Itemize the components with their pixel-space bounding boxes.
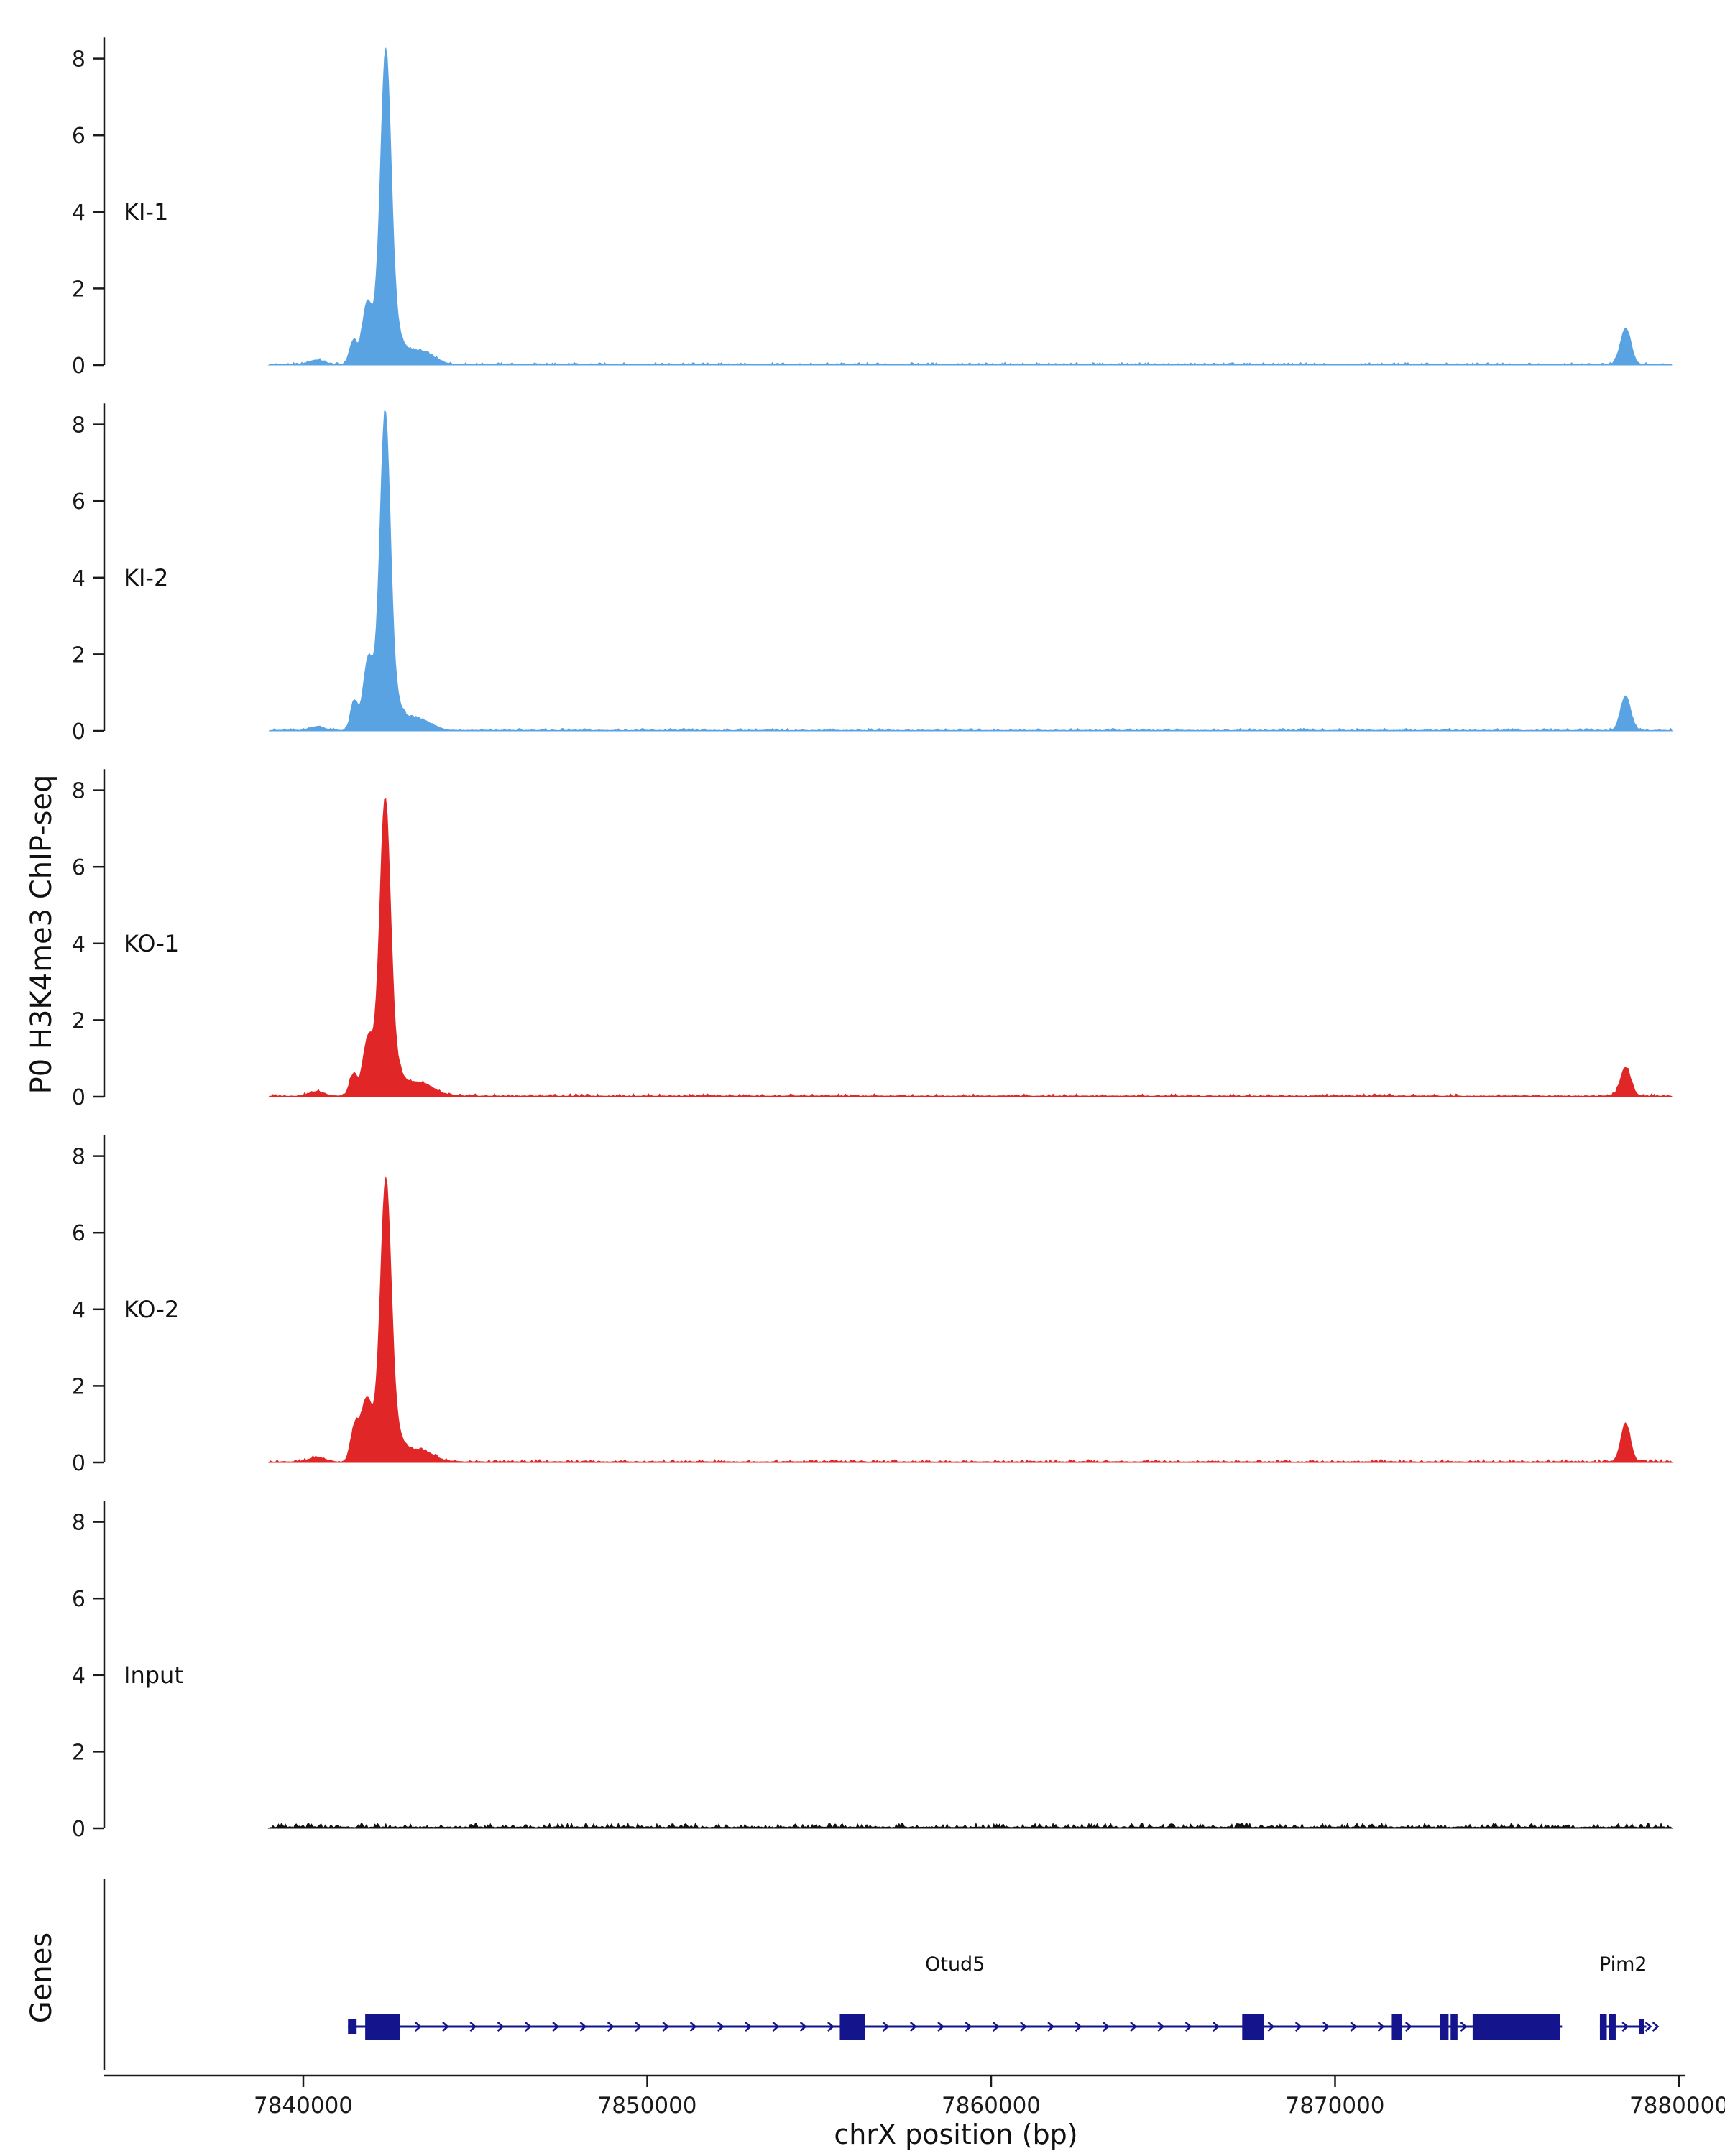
- y-tick-label: 0: [72, 1451, 86, 1476]
- gene-exon-Otud5: [1242, 2014, 1264, 2040]
- y-tick-label: 0: [72, 354, 86, 379]
- y-tick-label: 4: [72, 1298, 86, 1323]
- y-tick-label: 4: [72, 201, 86, 226]
- strand-arrow-icon: [909, 2022, 917, 2032]
- x-axis-title: chrX position (bp): [834, 2119, 1078, 2150]
- strand-arrow-icon: [1102, 2022, 1110, 2032]
- gene-exon-Otud5: [840, 2014, 865, 2040]
- strand-arrow-icon: [442, 2022, 449, 2032]
- x-tick-label: 7840000: [254, 2093, 353, 2119]
- strand-arrow-icon: [1047, 2022, 1055, 2032]
- y-tick-label: 8: [72, 1145, 86, 1170]
- strand-arrow-icon: [689, 2022, 697, 2032]
- strand-arrow-icon: [1460, 2022, 1468, 2032]
- y-tick-label: 0: [72, 1085, 86, 1110]
- y-tick-label: 8: [72, 413, 86, 438]
- strand-arrow-icon: [1404, 2022, 1412, 2032]
- x-tick-label: 7860000: [942, 2093, 1041, 2119]
- genes-axis-title: Genes: [25, 1932, 58, 2024]
- strand-arrow-icon: [1322, 2022, 1330, 2032]
- strand-arrow-icon: [1377, 2022, 1385, 2032]
- y-tick-label: 8: [72, 1511, 86, 1536]
- track-label-KO-1: KO-1: [124, 930, 179, 957]
- x-tick-label: 7880000: [1629, 2093, 1725, 2119]
- y-tick-label: 0: [72, 719, 86, 745]
- strand-arrow-icon: [662, 2022, 670, 2032]
- y-tick-label: 2: [72, 277, 86, 302]
- y-tick-label: 4: [72, 566, 86, 591]
- strand-arrow-icon: [497, 2022, 505, 2032]
- y-tick-label: 6: [72, 124, 86, 149]
- y-tick-label: 4: [72, 1664, 86, 1689]
- strand-arrow-icon: [607, 2022, 615, 2032]
- strand-arrow-icon: [745, 2022, 752, 2032]
- y-tick-label: 8: [72, 779, 86, 804]
- strand-arrow-icon: [882, 2022, 890, 2032]
- gene-label-Otud5: Otud5: [925, 1953, 985, 1976]
- track-label-KI-2: KI-2: [124, 564, 168, 591]
- strand-arrow-icon: [799, 2022, 807, 2032]
- strand-arrow-icon: [469, 2022, 477, 2032]
- strand-arrow-icon: [1350, 2022, 1358, 2032]
- gene-exon-Pim2: [1609, 2014, 1616, 2040]
- y-tick-label: 6: [72, 489, 86, 515]
- y-tick-label: 6: [72, 1587, 86, 1612]
- gene-label-Pim2: Pim2: [1599, 1953, 1647, 1976]
- gene-exon-Pim2: [1639, 2019, 1644, 2034]
- x-tick-label: 7850000: [597, 2093, 696, 2119]
- gene-exon-Otud5: [348, 2019, 357, 2034]
- strand-arrow-icon: [524, 2022, 532, 2032]
- strand-arrow-icon: [1075, 2022, 1082, 2032]
- strand-arrow-icon: [552, 2022, 560, 2032]
- y-tick-label: 6: [72, 855, 86, 880]
- strand-arrow-icon: [414, 2022, 422, 2032]
- gene-exon-Pim2: [1599, 2014, 1607, 2040]
- track-area-KO-1: [268, 798, 1673, 1097]
- gene-exon-Otud5: [1472, 2014, 1560, 2040]
- strand-arrow-icon: [579, 2022, 587, 2032]
- strand-arrow-icon: [1622, 2022, 1629, 2032]
- strand-arrow-icon: [992, 2022, 1000, 2032]
- y-axis-title: P0 H3K4me3 ChIP-seq: [25, 774, 58, 1095]
- y-tick-label: 6: [72, 1221, 86, 1246]
- strand-arrow-icon: [635, 2022, 642, 2032]
- gene-exon-Otud5: [1440, 2014, 1449, 2040]
- y-tick-label: 2: [72, 642, 86, 668]
- track-label-Input: Input: [124, 1662, 183, 1689]
- strand-arrow-icon: [1184, 2022, 1192, 2032]
- track-area-KO-2: [268, 1176, 1673, 1463]
- y-tick-label: 8: [72, 47, 86, 73]
- track-area-Input: [267, 1822, 1673, 1829]
- strand-arrow-icon: [1212, 2022, 1220, 2032]
- track-label-KI-1: KI-1: [124, 198, 168, 226]
- strand-arrow-icon: [1020, 2022, 1027, 2032]
- gene-exon-Otud5: [365, 2014, 400, 2040]
- track-label-KO-2: KO-2: [124, 1296, 179, 1323]
- x-tick-label: 7870000: [1285, 2093, 1384, 2119]
- strand-arrow-icon: [965, 2022, 972, 2032]
- strand-arrow-icon: [1267, 2022, 1275, 2032]
- strand-arrow-icon: [937, 2022, 944, 2032]
- strand-arrow-icon: [772, 2022, 780, 2032]
- track-area-KI-1: [267, 47, 1673, 366]
- strand-arrow-icon: [1157, 2022, 1165, 2032]
- y-tick-label: 0: [72, 1817, 86, 1842]
- y-tick-label: 4: [72, 932, 86, 957]
- strand-arrow-icon: [827, 2022, 834, 2032]
- y-tick-label: 2: [72, 1740, 86, 1765]
- y-tick-label: 2: [72, 1374, 86, 1399]
- strand-arrow-icon: [1130, 2022, 1137, 2032]
- strand-arrow-icon: [1294, 2022, 1302, 2032]
- gene-exon-Otud5: [1450, 2014, 1458, 2040]
- y-tick-label: 2: [72, 1008, 86, 1033]
- strand-arrow-icon: [717, 2022, 724, 2032]
- track-area-KI-2: [268, 410, 1673, 732]
- gene-exon-Otud5: [1392, 2014, 1402, 2040]
- strand-arrow-icon: [1652, 2022, 1660, 2032]
- strand-arrow-icon: [1644, 2022, 1652, 2032]
